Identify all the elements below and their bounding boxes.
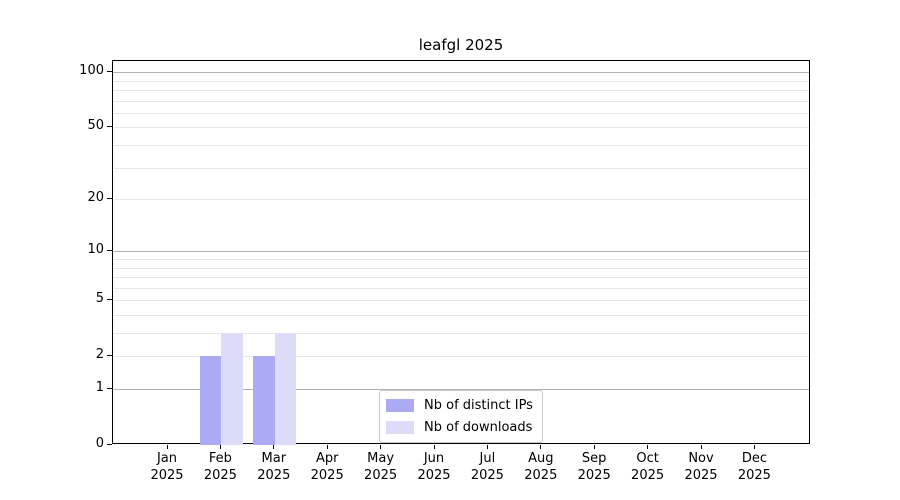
- minor-gridline: [113, 127, 809, 129]
- bar-distinct-ips-mar: [253, 356, 275, 445]
- legend-label-distinct-ips: Nb of distinct IPs: [424, 397, 533, 413]
- y-tick: [107, 70, 112, 72]
- x-tick: [273, 445, 275, 449]
- x-tick: [326, 445, 328, 449]
- y-tick-label: 0: [95, 436, 104, 451]
- minor-gridline: [113, 80, 809, 82]
- y-tick-label: 10: [87, 242, 104, 258]
- minor-gridline: [113, 314, 809, 316]
- x-tick-label-may: May 2025: [364, 451, 398, 483]
- legend: Nb of distinct IPs Nb of downloads: [379, 390, 543, 443]
- legend-item-downloads: Nb of downloads: [386, 418, 533, 436]
- x-tick: [166, 445, 168, 449]
- x-tick-label-nov: Nov 2025: [684, 451, 718, 483]
- x-tick-label-sep: Sep 2025: [577, 451, 611, 483]
- legend-swatch-downloads: [386, 420, 414, 434]
- y-tick: [107, 443, 112, 445]
- y-tick-label: 1: [95, 380, 104, 395]
- x-tick-label-jun: Jun 2025: [417, 451, 451, 483]
- y-tick: [107, 298, 112, 300]
- y-tick: [107, 354, 112, 356]
- x-tick-label-feb: Feb 2025: [203, 451, 237, 483]
- major-gridline: [113, 251, 809, 253]
- x-tick-label-dec: Dec 2025: [737, 451, 771, 483]
- y-tick-label: 50: [87, 118, 104, 134]
- x-tick-label-mar: Mar 2025: [257, 451, 291, 483]
- legend-item-distinct-ips: Nb of distinct IPs: [386, 396, 533, 414]
- minor-gridline: [113, 112, 809, 114]
- x-tick: [380, 445, 382, 449]
- y-tick: [107, 387, 112, 389]
- x-tick-label-jul: Jul 2025: [470, 451, 504, 483]
- minor-gridline: [113, 277, 809, 279]
- major-gridline: [113, 72, 809, 74]
- y-tick: [107, 249, 112, 251]
- x-tick: [700, 445, 702, 449]
- legend-label-downloads: Nb of downloads: [424, 419, 533, 435]
- chart-title: leafgl 2025: [418, 36, 504, 54]
- y-tick-label: 5: [95, 291, 104, 307]
- legend-swatch-distinct-ips: [386, 398, 414, 412]
- minor-gridline: [113, 300, 809, 302]
- minor-gridline: [113, 333, 809, 335]
- minor-gridline: [113, 167, 809, 169]
- x-tick: [433, 445, 435, 449]
- x-tick: [540, 445, 542, 449]
- x-tick: [647, 445, 649, 449]
- x-tick: [486, 445, 488, 449]
- x-tick: [593, 445, 595, 449]
- minor-gridline: [113, 100, 809, 102]
- minor-gridline: [113, 259, 809, 260]
- minor-gridline: [113, 90, 809, 92]
- x-tick-label-aug: Aug 2025: [524, 451, 558, 483]
- y-tick: [107, 197, 112, 199]
- minor-gridline: [113, 199, 809, 201]
- x-tick-label-jan: Jan 2025: [150, 451, 184, 483]
- minor-gridline: [113, 267, 809, 269]
- minor-gridline: [113, 356, 809, 358]
- y-tick-label: 100: [79, 63, 104, 79]
- y-tick-label: 2: [95, 347, 104, 363]
- minor-gridline: [113, 287, 809, 289]
- x-tick-label-oct: Oct 2025: [631, 451, 665, 483]
- bar-distinct-ips-feb: [200, 356, 222, 445]
- major-gridline: [113, 389, 809, 390]
- minor-gridline: [113, 145, 809, 147]
- bar-downloads-feb: [221, 333, 243, 445]
- bar-downloads-mar: [274, 333, 297, 445]
- y-tick: [107, 125, 112, 127]
- x-tick: [219, 445, 221, 449]
- y-tick-label: 20: [87, 190, 104, 206]
- x-tick: [753, 445, 755, 449]
- x-tick-label-apr: Apr 2025: [310, 451, 344, 483]
- plot-area: Nb of distinct IPs Nb of downloads: [112, 60, 810, 445]
